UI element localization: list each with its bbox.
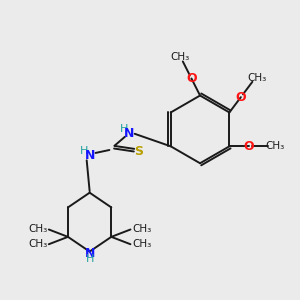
Text: S: S: [134, 145, 143, 158]
Text: CH₃: CH₃: [28, 224, 47, 234]
Text: CH₃: CH₃: [132, 239, 151, 249]
Text: H: H: [80, 146, 88, 156]
Text: N: N: [124, 127, 135, 140]
Text: H: H: [85, 254, 94, 264]
Text: CH₃: CH₃: [132, 224, 151, 234]
Text: O: O: [186, 72, 197, 85]
Text: CH₃: CH₃: [247, 73, 266, 82]
Text: N: N: [85, 247, 95, 260]
Text: CH₃: CH₃: [266, 141, 285, 151]
Text: CH₃: CH₃: [28, 239, 47, 249]
Text: N: N: [85, 149, 95, 162]
Text: H: H: [120, 124, 128, 134]
Text: CH₃: CH₃: [170, 52, 189, 62]
Text: O: O: [243, 140, 254, 153]
Text: O: O: [236, 91, 246, 103]
